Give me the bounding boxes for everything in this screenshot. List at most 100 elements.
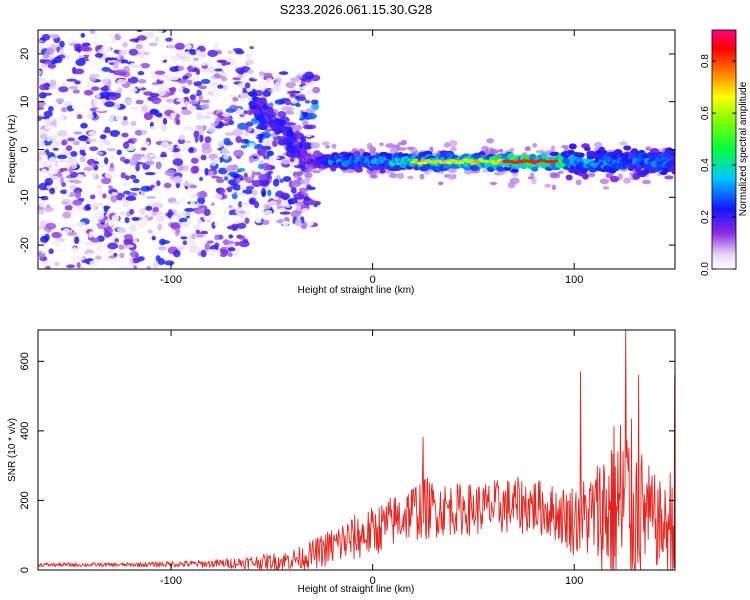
spectrogram-cell [141, 129, 148, 135]
spectrogram-cell [235, 50, 245, 55]
snr-xtick-label: 0 [370, 575, 376, 587]
spectrogram-cell [163, 182, 172, 189]
spectrogram-cell [160, 157, 169, 163]
spectrogram-cell [149, 92, 160, 98]
spectrogram-cell [118, 30, 130, 38]
spectrogram-cell [285, 122, 297, 126]
spectrogram-cell [174, 49, 181, 54]
spectrogram-cell [115, 114, 122, 122]
colorbar-ticks: 0.0 0.2 0.4 0.6 0.8 [700, 54, 736, 276]
spectrogram-cell [200, 78, 211, 85]
spectrogram-peak [417, 161, 424, 165]
spectrogram-cell [160, 83, 168, 91]
spectrogram-cell [55, 98, 65, 103]
spectrogram-cell [237, 167, 246, 172]
spectrogram-cell [170, 215, 178, 221]
spectrogram-cell [568, 143, 577, 150]
spectrogram-cell [240, 202, 250, 207]
spectrogram-cell [260, 148, 266, 157]
spectrogram-cell [237, 122, 248, 130]
spectrogram-cell [293, 193, 305, 200]
spectrogram-cell [189, 94, 196, 101]
spectrogram-cell [285, 150, 296, 158]
spectrogram-cell [369, 174, 378, 179]
spectrogram-cell [146, 211, 153, 218]
spectrogram-cell [489, 181, 498, 186]
spectrogram-cell [121, 182, 130, 187]
spectrogram-cell [173, 249, 181, 258]
spectrogram-cell [244, 209, 251, 217]
spectrogram-cell [50, 59, 58, 64]
spectrogram-cell [137, 71, 145, 76]
spectrogram-cell [170, 222, 181, 230]
spectrogram-cell [97, 229, 104, 235]
spectrogram-cell [149, 125, 158, 131]
spectrogram-cell [486, 138, 495, 144]
spectrogram-cell [623, 145, 632, 151]
spectrogram-cell [248, 218, 256, 224]
spectrogram-ylabel: Frequency (Hz) [7, 115, 18, 184]
spectrogram-cell [307, 199, 317, 206]
spectrogram-cell [48, 248, 54, 255]
snr-series-line [38, 330, 675, 570]
spectrogram-cell [216, 249, 221, 258]
spectrogram-cell [104, 258, 116, 262]
spectrogram-cell [83, 169, 89, 176]
spectrogram-cell [180, 249, 187, 256]
spectrogram-cell [38, 111, 42, 117]
spectrogram-cell [132, 178, 140, 184]
spectrogram-cell [43, 207, 55, 212]
spectrogram-cell [96, 144, 103, 151]
spectrogram-peak [458, 161, 465, 165]
spectrogram-cell [121, 132, 129, 138]
spectrogram-cell [282, 220, 289, 227]
spectrogram-cell [188, 147, 194, 153]
spectrogram-ytick-label: -10 [19, 189, 31, 205]
spectrogram-cell [233, 149, 244, 158]
spectrogram-cell [99, 247, 106, 251]
spectrogram-cell [59, 49, 66, 55]
spectrogram-cell [155, 215, 165, 223]
spectrogram-cell [195, 229, 201, 235]
spectrogram-cell [369, 146, 376, 153]
spectrogram-cell [582, 173, 589, 180]
spectrogram-cell [64, 204, 73, 211]
spectrogram-cell [167, 44, 176, 50]
spectrogram-cell [250, 198, 255, 205]
spectrogram-cell [61, 106, 68, 113]
spectrogram-cell [133, 258, 142, 263]
spectrogram-cell [182, 240, 188, 246]
spectrogram-ytick-label: 20 [19, 48, 31, 60]
spectrogram-cell [44, 118, 51, 126]
spectrogram-cell [260, 131, 271, 139]
spectrogram-cell [85, 253, 96, 257]
spectrogram-cell [191, 244, 197, 253]
spectrogram-cell [189, 49, 198, 55]
spectrogram-cell [198, 94, 203, 103]
spectrogram-cell [228, 94, 235, 98]
spectrogram-cell [109, 129, 121, 138]
spectrogram-cell [204, 242, 211, 251]
spectrogram-cell [208, 81, 220, 87]
spectrogram-cell [230, 190, 236, 195]
spectrogram-cell [529, 153, 537, 161]
spectrogram-cell [267, 170, 274, 175]
spectrogram-cell [158, 76, 167, 81]
spectrogram-cell [119, 252, 125, 259]
spectrogram-cell [164, 169, 176, 177]
spectrogram-cell [64, 37, 76, 44]
colorbar-frame [711, 29, 737, 270]
spectrogram-cell [203, 215, 214, 222]
spectrogram-cell [141, 105, 149, 112]
spectrogram-cell [199, 134, 204, 143]
spectrogram-cell [221, 41, 227, 48]
spectrogram-cell [397, 147, 407, 151]
spectrogram-cell [197, 218, 203, 225]
spectrogram-cell [366, 142, 373, 148]
spectrogram-cell [66, 78, 77, 82]
spectrogram-cell [407, 175, 414, 180]
spectrogram-cell [549, 151, 560, 157]
spectrogram-cell [118, 265, 130, 269]
spectrogram-cell [46, 47, 55, 55]
spectrogram-cell [297, 96, 307, 101]
